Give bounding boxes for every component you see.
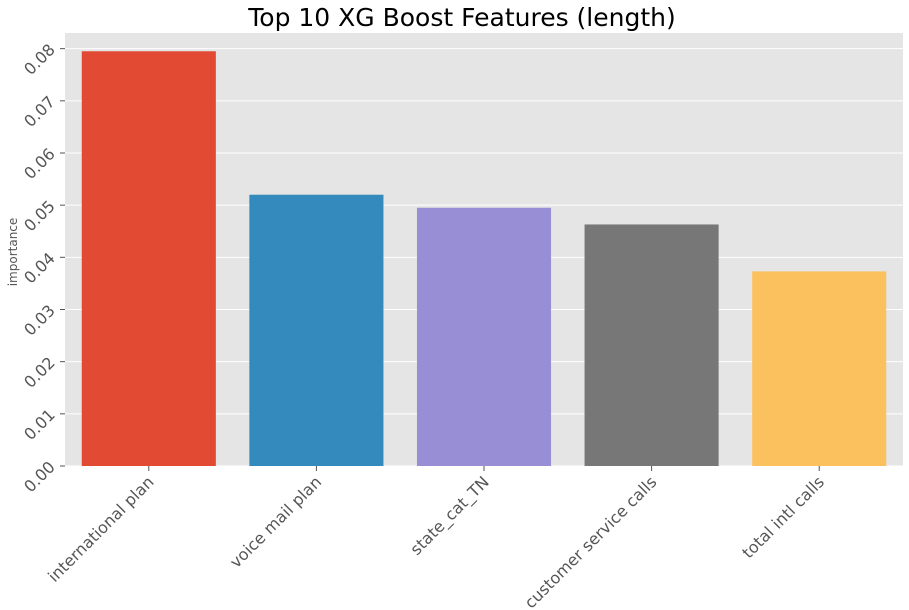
bars bbox=[81, 51, 887, 467]
bar bbox=[416, 207, 552, 466]
y-tick-label: 0.05 bbox=[20, 197, 59, 236]
chart-title: Top 10 XG Boost Features (length) bbox=[247, 3, 676, 32]
bar bbox=[249, 194, 384, 466]
x-tick-label: voice mail plan bbox=[226, 472, 325, 571]
bar bbox=[81, 51, 216, 467]
x-tick-label: international plan bbox=[44, 472, 157, 585]
y-tick-label: 0.01 bbox=[20, 405, 59, 444]
y-axis-label: importance bbox=[6, 218, 20, 287]
y-tick-label: 0.08 bbox=[20, 40, 59, 79]
y-axis-ticks: 0.00 0.01 0.02 0.03 0.04 0.05 0.06 0.07 0.08 bbox=[20, 40, 65, 496]
x-tick-label: customer service calls bbox=[521, 472, 661, 610]
y-tick-label: 0.02 bbox=[20, 353, 59, 392]
y-tick-label: 0.04 bbox=[20, 249, 59, 288]
x-tick-label: state_cat_TN bbox=[406, 472, 493, 559]
bar bbox=[752, 271, 887, 466]
y-tick-label: 0.07 bbox=[20, 92, 59, 131]
x-tick-label: total intl calls bbox=[738, 472, 828, 562]
x-axis-ticks: international plan voice mail plan state_c… bbox=[44, 466, 828, 610]
y-tick-label: 0.00 bbox=[20, 457, 59, 496]
y-tick-label: 0.06 bbox=[20, 144, 59, 183]
y-tick-label: 0.03 bbox=[20, 301, 59, 340]
bar bbox=[584, 224, 719, 466]
